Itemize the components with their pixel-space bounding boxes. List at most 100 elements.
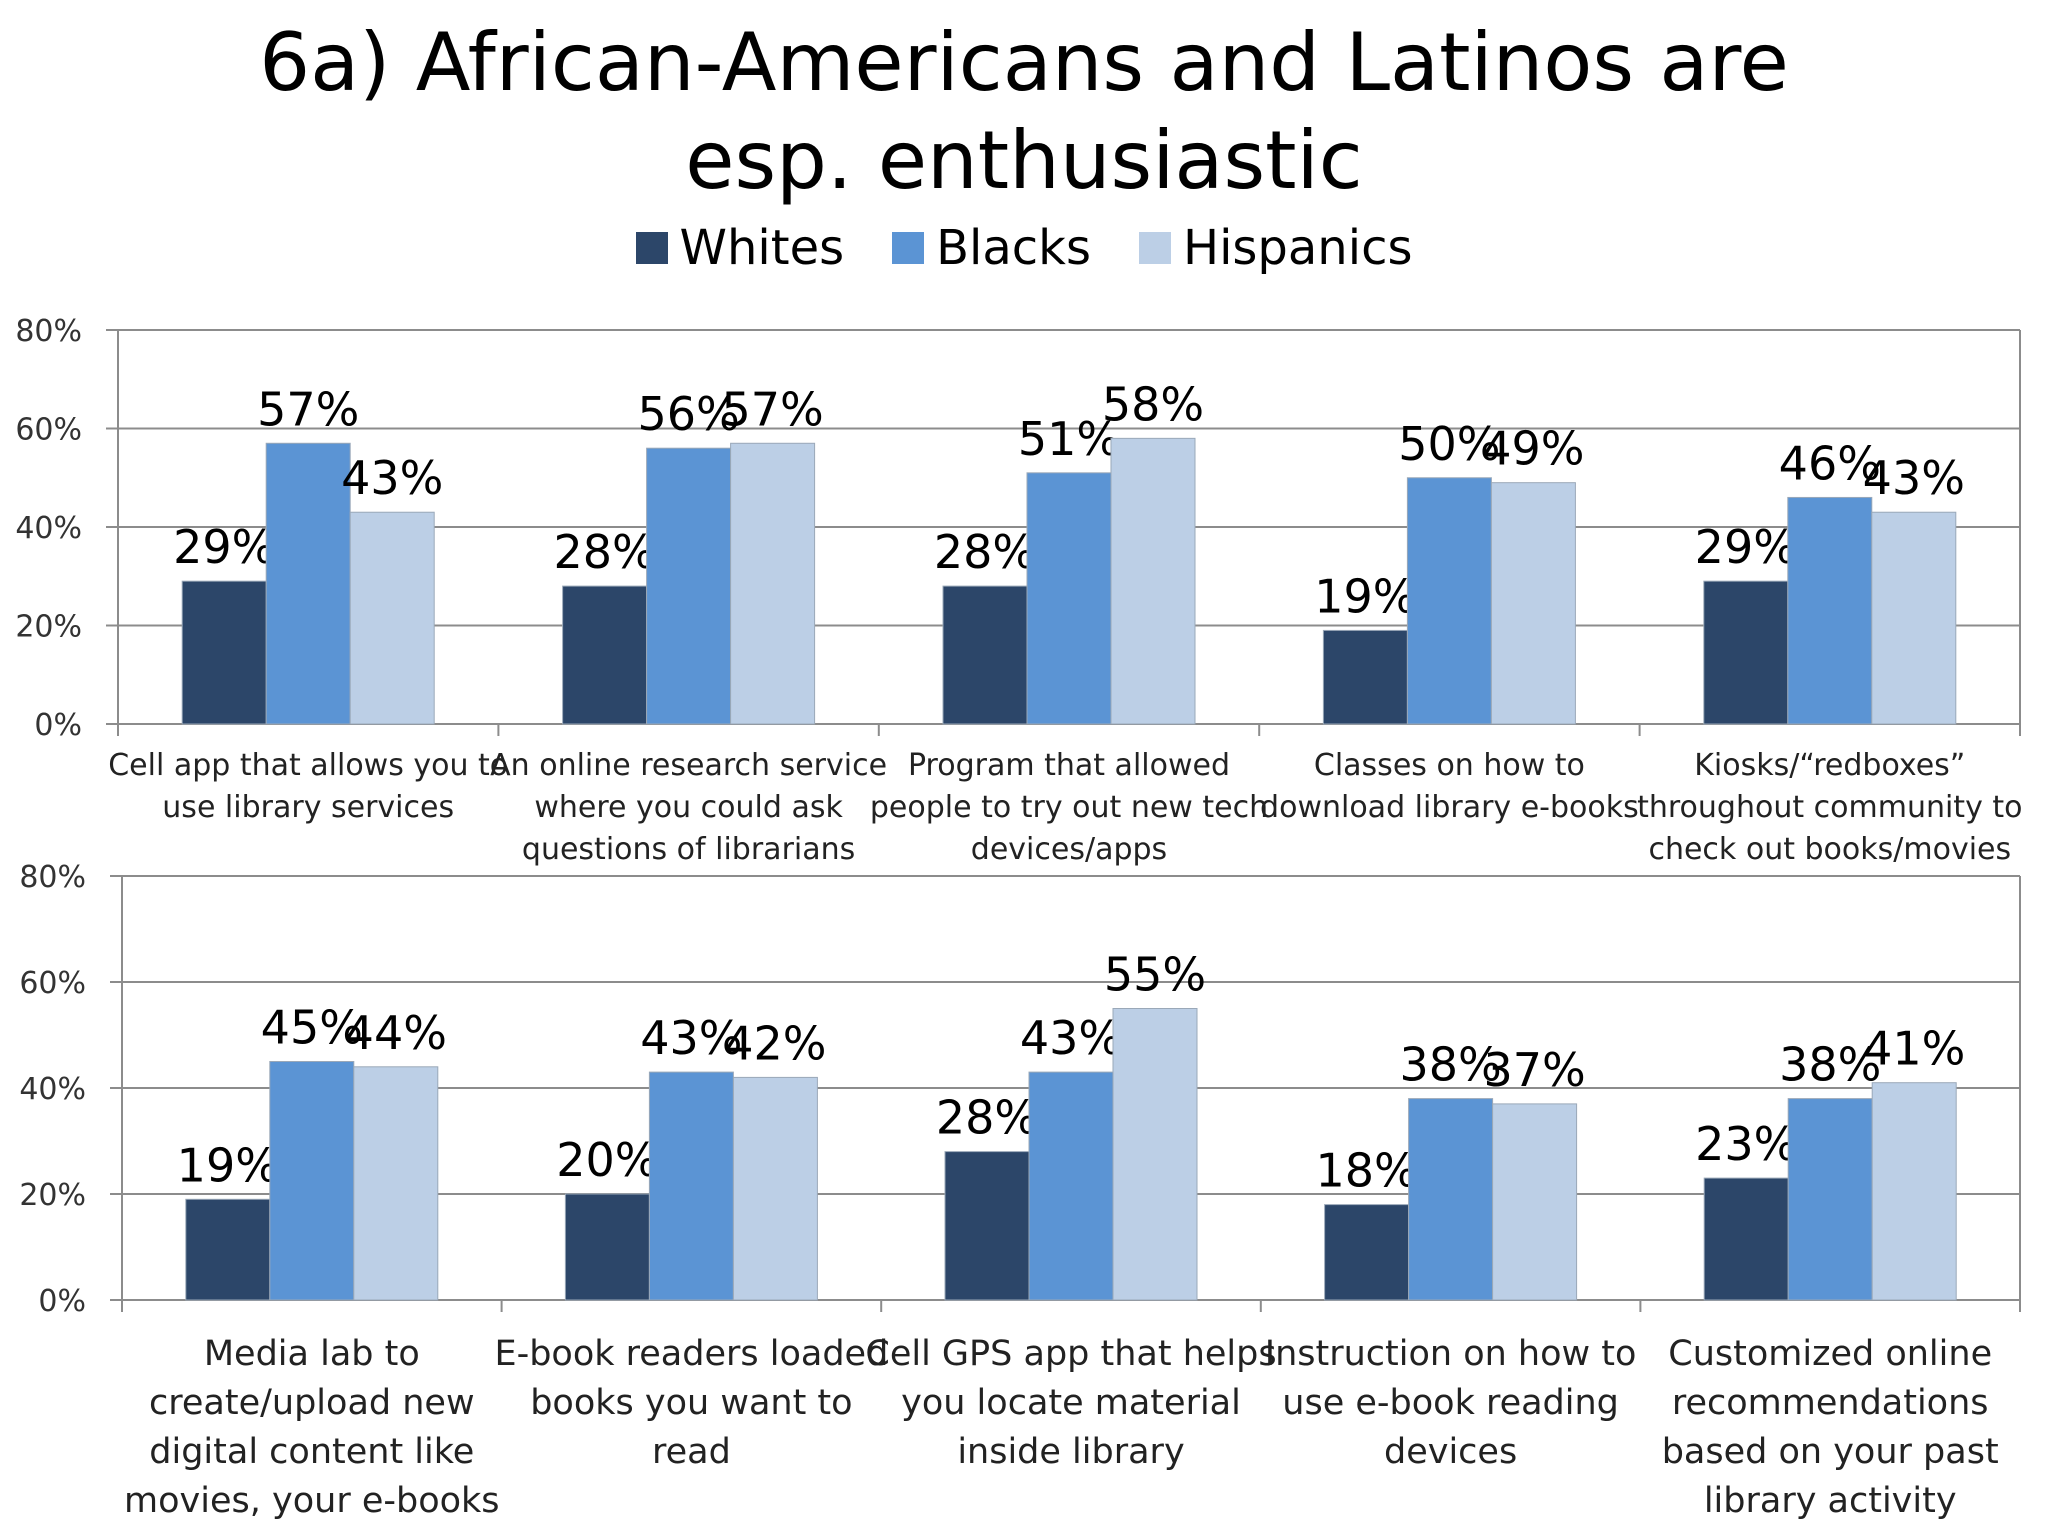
category-label: Program that allowed — [908, 748, 1230, 783]
category-label: use library services — [162, 790, 454, 825]
legend-swatch — [635, 232, 668, 264]
bar-hispanics — [349, 511, 435, 725]
data-label: 43% — [1020, 1011, 1122, 1065]
y-tick-label: 0% — [34, 708, 82, 743]
data-label: 44% — [345, 1006, 447, 1060]
data-label: 28% — [553, 525, 655, 579]
bar-blacks — [1028, 1071, 1114, 1301]
y-tick-label: 40% — [19, 1072, 86, 1107]
bar-blacks — [1026, 472, 1112, 725]
data-label: 43% — [640, 1011, 742, 1065]
y-tick-label: 40% — [15, 511, 82, 546]
data-label: 19% — [1314, 569, 1416, 623]
data-label: 50% — [1398, 417, 1500, 471]
data-label: 43% — [341, 451, 443, 505]
bar-blacks — [269, 1061, 355, 1301]
data-label: 51% — [1018, 412, 1120, 466]
category-label: based on your past — [1662, 1432, 1999, 1472]
data-label: 28% — [936, 1091, 1038, 1145]
data-label: 37% — [1483, 1043, 1585, 1097]
legend-swatch — [892, 232, 925, 264]
y-tick-label: 80% — [15, 314, 82, 349]
bar-hispanics — [353, 1066, 439, 1301]
bar-whites — [185, 1198, 271, 1301]
category-label: Instruction on how to — [1265, 1334, 1637, 1374]
category-label: Customized online — [1668, 1334, 1992, 1374]
bar-whites — [1322, 629, 1408, 725]
category-label: Classes on how to — [1314, 748, 1585, 783]
bar-whites — [942, 585, 1028, 725]
category-label: Kiosks/“redboxes” — [1694, 748, 1965, 783]
data-label: 57% — [257, 382, 359, 436]
category-label: read — [652, 1432, 731, 1472]
category-label: throughout community to — [1637, 790, 2022, 825]
slide-title: 6a) African-Americans and Latinos are es… — [204, 14, 1844, 210]
bar-blacks — [646, 447, 732, 725]
bar-hispanics — [732, 1076, 818, 1301]
bar-hispanics — [1490, 482, 1576, 725]
data-label: 23% — [1695, 1117, 1797, 1171]
legend-item-blacks: Blacks — [892, 220, 1091, 276]
category-label: devices — [1384, 1432, 1517, 1472]
legend-label: Hispanics — [1182, 220, 1413, 276]
category-label: An online research service — [490, 748, 887, 783]
bar-blacks — [1787, 496, 1873, 725]
category-label: you locate material — [901, 1383, 1241, 1423]
data-label: 49% — [1482, 422, 1584, 476]
data-label: 58% — [1102, 377, 1204, 431]
data-label: 55% — [1104, 948, 1206, 1002]
category-label: digital content like — [149, 1432, 474, 1472]
data-label: 20% — [556, 1133, 658, 1187]
bar-whites — [1703, 1177, 1789, 1301]
bar-blacks — [1406, 477, 1492, 725]
category-label: E-book readers loaded — [494, 1334, 888, 1374]
category-label: questions of librarians — [522, 832, 855, 867]
category-label: Cell GPS app that helps — [865, 1334, 1276, 1374]
data-label: 46% — [1779, 436, 1881, 490]
bar-hispanics — [1110, 437, 1196, 725]
bar-blacks — [1787, 1098, 1873, 1301]
bar-hispanics — [1871, 1082, 1957, 1301]
category-label: devices/apps — [971, 832, 1167, 867]
category-label: people to try out new tech — [870, 790, 1268, 825]
category-label: Media lab to — [204, 1334, 420, 1374]
bar-blacks — [265, 442, 351, 725]
y-tick-label: 60% — [15, 413, 82, 448]
bar-whites — [1703, 580, 1789, 725]
category-label: Cell app that allows you to — [108, 748, 508, 783]
bar-whites — [562, 585, 648, 725]
category-label: check out books/movies — [1648, 832, 2011, 867]
data-label: 56% — [637, 387, 739, 441]
bar-hispanics — [1871, 511, 1957, 725]
category-label: create/upload new — [149, 1383, 475, 1423]
data-label: 38% — [1779, 1038, 1881, 1092]
bar-blacks — [1408, 1098, 1494, 1301]
data-label: 57% — [721, 382, 823, 436]
bar-hispanics — [730, 442, 816, 725]
y-tick-label: 20% — [19, 1178, 86, 1213]
bar-blacks — [648, 1071, 734, 1301]
category-label: where you could ask — [534, 790, 843, 825]
data-label: 42% — [724, 1016, 826, 1070]
data-label: 28% — [934, 525, 1036, 579]
data-label: 19% — [177, 1138, 279, 1192]
category-label: recommendations — [1672, 1383, 1989, 1423]
legend-item-whites: Whites — [635, 220, 844, 276]
bar-whites — [944, 1151, 1030, 1301]
y-tick-label: 0% — [38, 1284, 86, 1319]
slide-title-line-1: 6a) African-Americans and Latinos are es… — [204, 14, 1844, 210]
data-label: 38% — [1399, 1038, 1501, 1092]
chart-legend: Whites Blacks Hispanics — [0, 220, 2048, 276]
legend-swatch — [1138, 232, 1171, 264]
y-tick-label: 60% — [19, 966, 86, 1001]
category-label: use e-book reading — [1282, 1383, 1619, 1423]
bar-whites — [181, 580, 267, 725]
bar-hispanics — [1492, 1103, 1578, 1301]
data-label: 29% — [173, 520, 275, 574]
data-label: 43% — [1863, 451, 1965, 505]
legend-label: Blacks — [936, 220, 1091, 276]
data-label: 18% — [1315, 1144, 1417, 1198]
category-label: inside library — [957, 1432, 1184, 1472]
bar-hispanics — [1112, 1008, 1198, 1301]
